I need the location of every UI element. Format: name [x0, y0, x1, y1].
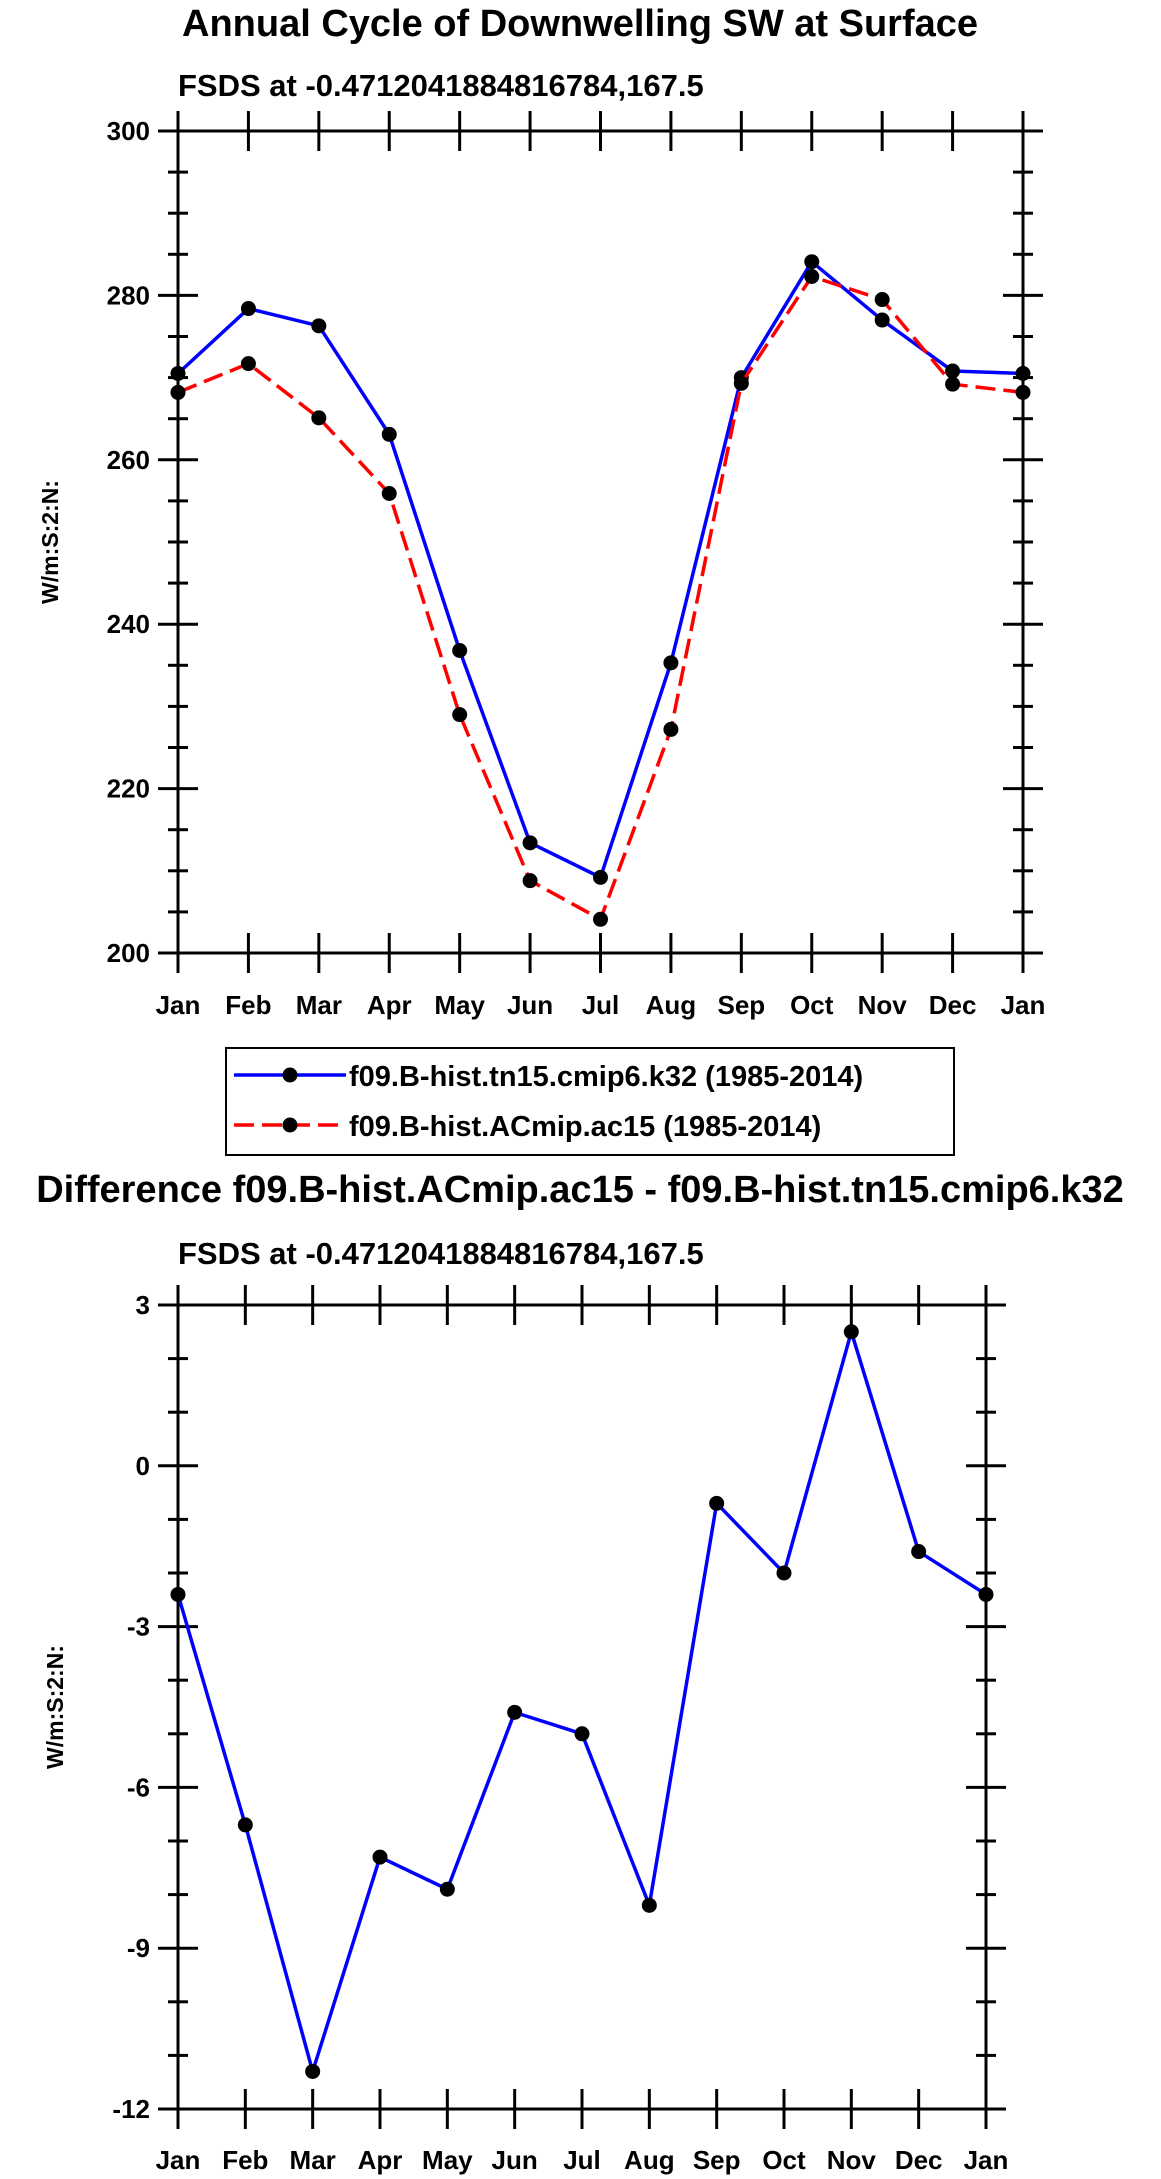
top-x-tick-label: Mar	[296, 990, 342, 1020]
bottom-x-tick-label: Jan	[156, 2145, 201, 2175]
bottom-data-point	[978, 1586, 994, 1602]
top-data-point	[452, 707, 468, 723]
top-x-tick-label: Jan	[1001, 990, 1046, 1020]
bottom-plot-frame	[176, 1303, 988, 2111]
top-data-point	[311, 318, 327, 334]
top-series-line-1	[177, 274, 1024, 922]
top-x-tick-label: Aug	[646, 990, 697, 1020]
top-chart-title: Annual Cycle of Downwelling SW at Surfac…	[182, 3, 978, 45]
legend-box	[225, 1047, 955, 1156]
top-x-tick-label: Feb	[225, 990, 271, 1020]
top-data-point	[874, 292, 890, 308]
bottom-x-tick-label: Jun	[492, 2145, 538, 2175]
bottom-x-tick-label: Jul	[563, 2145, 601, 2175]
bottom-y-tick-label: 0	[136, 1451, 150, 1481]
bottom-x-tick-label: Aug	[624, 2145, 675, 2175]
top-x-tick-label: Jan	[156, 990, 201, 1020]
top-data-point	[804, 254, 820, 270]
top-data-point	[240, 301, 256, 317]
bottom-x-tick-label: Apr	[358, 2145, 403, 2175]
top-data-point	[733, 375, 749, 391]
top-x-tick-label: May	[434, 990, 485, 1020]
bottom-data-point	[574, 1726, 590, 1742]
bottom-data-point	[305, 2063, 321, 2079]
top-data-point	[945, 363, 961, 379]
bottom-x-tick-label: Mar	[290, 2145, 336, 2175]
top-data-point	[663, 721, 679, 737]
legend-label-0: f09.B-hist.tn15.cmip6.k32 (1985-2014)	[349, 1061, 863, 1093]
top-y-tick-label: 200	[107, 938, 150, 968]
top-x-tick-label: Nov	[858, 990, 908, 1020]
bottom-y-tick-label: -9	[127, 1933, 150, 1963]
bottom-data-point	[911, 1544, 927, 1560]
bottom-x-tick-label: Nov	[827, 2145, 877, 2175]
bottom-x-tick-label: Jan	[964, 2145, 1009, 2175]
top-data-point	[522, 873, 538, 889]
bottom-chart-title: Difference f09.B-hist.ACmip.ac15 - f09.B…	[36, 1169, 1124, 1211]
top-data-point	[452, 643, 468, 659]
top-data-point	[593, 869, 608, 885]
top-data-point	[522, 835, 538, 851]
top-y-tick-label: 220	[107, 774, 150, 804]
top-series-line-0	[176, 259, 1024, 880]
bottom-y-axis-label: W/m:S:2:N:	[42, 1645, 68, 1769]
top-x-tick-label: Apr	[367, 990, 412, 1020]
top-x-tick-label: Sep	[717, 990, 765, 1020]
legend-marker-0	[282, 1067, 298, 1083]
bottom-y-tick-label: -3	[127, 1612, 150, 1642]
legend-marker-1	[282, 1117, 298, 1133]
top-data-point	[1015, 365, 1031, 381]
top-y-tick-label: 300	[107, 116, 150, 146]
bottom-chart-subtitle: FSDS at -0.4712041884816784,167.5	[178, 1236, 704, 1271]
top-x-tick-label: Jun	[507, 990, 553, 1020]
top-chart-subtitle: FSDS at -0.4712041884816784,167.5	[178, 68, 704, 103]
top-data-point	[170, 365, 186, 381]
top-data-point	[874, 312, 890, 328]
top-data-point	[804, 268, 820, 284]
bottom-data-point	[776, 1565, 792, 1581]
top-y-tick-label: 280	[107, 280, 150, 310]
top-y-tick-label: 240	[107, 609, 150, 639]
bottom-y-tick-label: 3	[136, 1290, 150, 1320]
bottom-data-point	[843, 1324, 859, 1340]
top-data-point	[311, 410, 327, 426]
bottom-data-point	[709, 1495, 725, 1511]
bottom-y-tick-label: -6	[127, 1772, 150, 1802]
top-y-tick-label: 260	[107, 445, 150, 475]
bottom-x-tick-label: Dec	[895, 2145, 943, 2175]
legend-label-1: f09.B-hist.ACmip.ac15 (1985-2014)	[349, 1111, 821, 1143]
top-x-tick-label: Oct	[790, 990, 834, 1020]
bottom-data-point	[170, 1586, 186, 1602]
top-data-point	[945, 376, 961, 392]
bottom-data-point	[372, 1849, 388, 1865]
bottom-x-tick-label: Oct	[762, 2145, 806, 2175]
top-data-point	[1015, 384, 1031, 400]
top-x-tick-label: Jul	[582, 990, 620, 1020]
bottom-data-point	[641, 1897, 657, 1913]
bottom-data-point	[439, 1881, 455, 1897]
bottom-x-tick-label: May	[422, 2145, 473, 2175]
top-data-point	[593, 911, 608, 927]
top-plot-frame	[176, 129, 1025, 955]
bottom-y-tick-label: -12	[112, 2094, 150, 2124]
top-data-point	[240, 356, 256, 372]
bottom-x-tick-label: Feb	[222, 2145, 268, 2175]
top-x-tick-label: Dec	[929, 990, 977, 1020]
bottom-series-line-0	[176, 1330, 987, 2074]
top-data-point	[381, 426, 397, 442]
top-data-point	[381, 486, 397, 502]
top-data-point	[663, 655, 679, 671]
bottom-data-point	[507, 1704, 523, 1720]
bottom-data-point	[237, 1817, 253, 1833]
bottom-x-tick-label: Sep	[693, 2145, 741, 2175]
top-y-axis-label: W/m:S:2:N:	[37, 480, 63, 604]
top-data-point	[170, 384, 186, 400]
